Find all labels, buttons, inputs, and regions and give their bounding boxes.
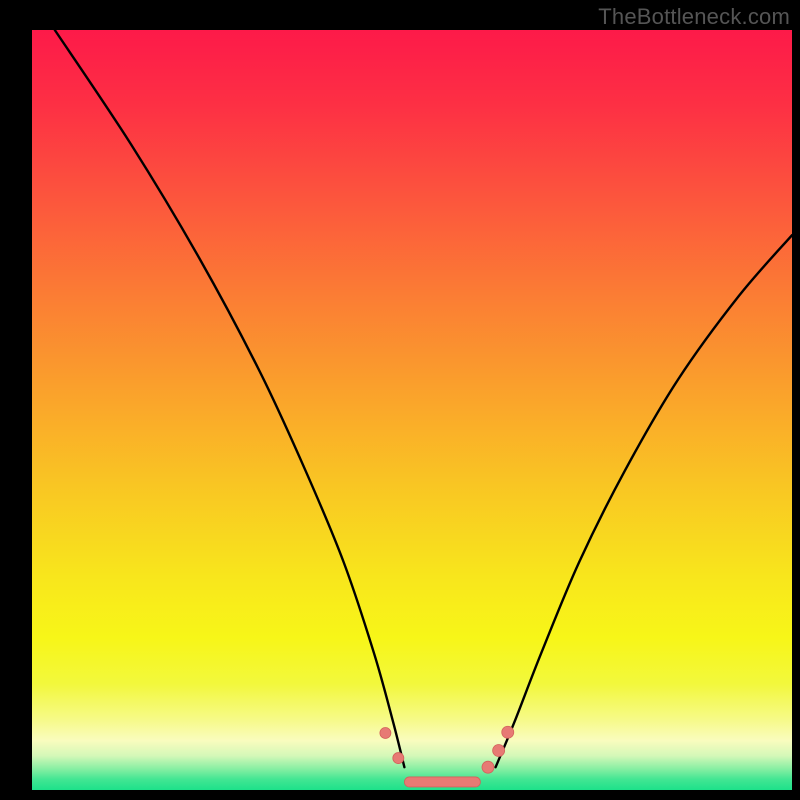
chart-stage: TheBottleneck.com (0, 0, 800, 800)
bottleneck-dot (482, 761, 494, 773)
bottleneck-chart (0, 0, 800, 800)
watermark-text: TheBottleneck.com (598, 4, 790, 30)
bottleneck-bar (404, 777, 480, 787)
bottleneck-dot (393, 753, 404, 764)
bottleneck-dot (502, 726, 514, 738)
bottleneck-dot (493, 744, 505, 756)
bottleneck-dot (380, 728, 391, 739)
heat-gradient-area (32, 30, 792, 790)
